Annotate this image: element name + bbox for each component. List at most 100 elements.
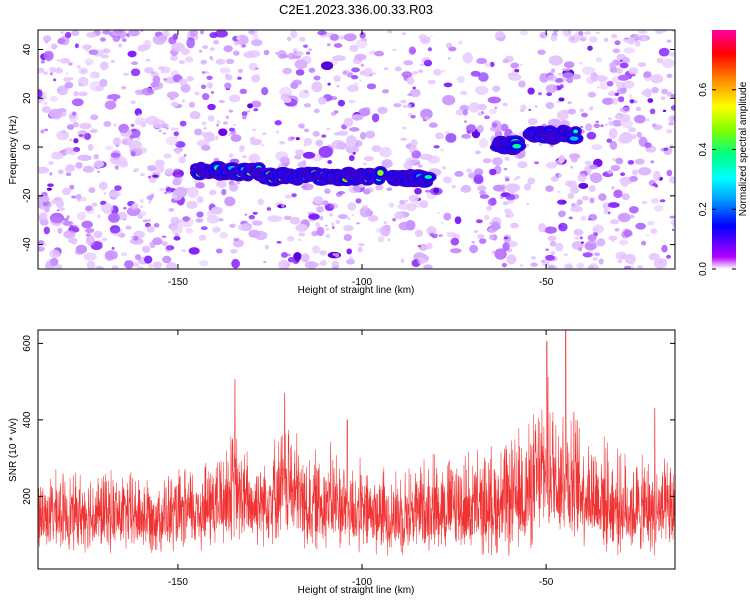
- heatmap-cell: [132, 262, 140, 267]
- heatmap-cell: [325, 234, 331, 238]
- heatmap-cell: [351, 67, 360, 73]
- heatmap-cell: [360, 63, 364, 67]
- heatmap-cell: [581, 195, 589, 201]
- heatmap-cell: [193, 180, 198, 184]
- heatmap-cell: [424, 116, 430, 121]
- heatmap-cell: [468, 102, 480, 113]
- heatmap-cell: [289, 216, 301, 225]
- heatmap-cell: [545, 248, 549, 251]
- heatmap-cell: [387, 238, 390, 242]
- heatmap-cell: [90, 114, 99, 121]
- heatmap-cell: [308, 67, 316, 73]
- heatmap-cell: [165, 123, 170, 128]
- heatmap-cell: [547, 74, 558, 82]
- heatmap-cell: [68, 62, 73, 66]
- heatmap-cell: [100, 37, 106, 42]
- heatmap-cell: [71, 30, 80, 36]
- heatmap-cell: [375, 184, 384, 191]
- heatmap-cell: [194, 31, 199, 35]
- heatmap-cell: [226, 58, 235, 64]
- heatmap-cell: [57, 85, 69, 96]
- heatmap-cell: [324, 32, 332, 37]
- heatmap-cell: [121, 86, 127, 90]
- heatmap-cell: [248, 215, 255, 220]
- heatmap-cell: [446, 231, 449, 233]
- heatmap-cell: [294, 154, 302, 160]
- colorbar: 0.0 0.2 0.4 0.6 Normalized spectral amplitu…: [698, 30, 749, 276]
- heatmap-cell: [206, 75, 213, 81]
- heatmap-cell: [426, 226, 437, 236]
- heatmap-cell: [552, 265, 558, 269]
- heatmap-cell: [433, 187, 440, 194]
- heatmap-cell: [248, 153, 261, 163]
- heatmap-cell: [302, 151, 316, 159]
- heatmap-cell: [349, 155, 355, 162]
- heatmap-cell: [501, 189, 506, 193]
- heatmap-cell: [610, 164, 621, 172]
- heatmap-cell: [241, 111, 248, 117]
- heatmap-cell: [65, 31, 72, 39]
- heatmap-cell: [669, 215, 675, 219]
- heatmap-cell: [624, 39, 630, 44]
- heatmap-cell: [611, 76, 620, 84]
- heatmap-cell: [582, 66, 596, 75]
- heatmap-cell: [199, 260, 209, 267]
- heatmap-cell: [263, 260, 267, 264]
- heatmap-cell: [504, 156, 510, 161]
- heatmap-cell: [242, 115, 247, 120]
- heatmap-cell: [653, 258, 668, 269]
- heatmap-cell: [299, 36, 306, 42]
- heatmap-cell: [360, 70, 367, 76]
- heatmap-cell: [538, 223, 547, 233]
- heatmap-cell: [589, 197, 595, 204]
- heatmap-cell: [615, 251, 627, 261]
- heatmap-cell: [584, 160, 592, 166]
- heatmap-cell: [170, 216, 180, 225]
- heatmap-cell: [200, 59, 207, 65]
- heatmap-cell: [451, 184, 456, 189]
- heatmap-cell: [337, 35, 346, 40]
- heatmap-cell: [454, 170, 464, 177]
- heatmap-cell: [609, 66, 618, 73]
- heatmap-cell: [47, 202, 52, 208]
- heatmap-cell: [417, 245, 422, 248]
- heatmap-cell: [502, 242, 510, 251]
- heatmap-cell: [131, 68, 141, 77]
- heatmap-cell: [104, 50, 107, 52]
- heatmap-cell: [290, 30, 298, 39]
- heatmap-cell: [586, 131, 597, 140]
- heatmap-cell: [510, 62, 519, 69]
- heatmap-cell: [479, 238, 487, 244]
- heatmap-cell: [89, 71, 100, 79]
- heatmap-cell: [637, 62, 647, 67]
- heatmap-cell: [163, 153, 172, 159]
- heatmap-cell: [291, 193, 297, 198]
- heatmap-cell: [358, 108, 371, 117]
- heatmap-cell: [301, 183, 314, 191]
- heatmap-cell: [346, 72, 353, 78]
- heatmap-cell: [279, 156, 290, 164]
- heatmap-cell: [71, 195, 77, 199]
- heatmap-cell: [287, 257, 296, 263]
- heatmap-cell: [186, 200, 198, 209]
- heatmap-cell: [629, 99, 635, 104]
- heatmap-cell: [111, 265, 119, 269]
- heatmap-cell: [589, 164, 598, 170]
- heatmap-cell: [632, 169, 638, 176]
- heatmap-cell: [251, 39, 263, 47]
- heatmap-cell: [562, 30, 572, 37]
- heatmap-cell: [423, 264, 433, 269]
- heatmap-cell: [179, 120, 187, 127]
- heatmap-cell: [46, 187, 52, 191]
- heatmap-cell: [547, 235, 557, 241]
- heatmap-cell: [473, 229, 479, 234]
- heatmap-cell: [628, 67, 639, 75]
- heatmap-cell: [38, 246, 45, 252]
- colorbar-tick-label: 0.4: [698, 142, 709, 156]
- heatmap-cell: [428, 122, 438, 128]
- heatmap-cell: [178, 60, 185, 64]
- heatmap-cell: [161, 241, 168, 247]
- heatmap-cell: [564, 61, 575, 69]
- heatmap-cell: [225, 115, 230, 119]
- heatmap-y-label: Frequency (Hz): [8, 116, 19, 185]
